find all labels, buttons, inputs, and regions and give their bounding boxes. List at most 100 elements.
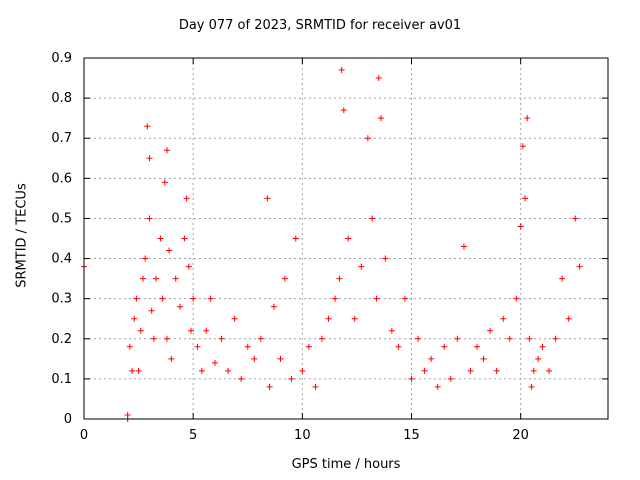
data-point	[225, 367, 232, 374]
y-tick-label: 0.2	[51, 332, 72, 347]
data-point	[415, 335, 422, 342]
data-point	[318, 335, 325, 342]
data-point	[163, 335, 170, 342]
data-point	[447, 375, 454, 382]
data-point	[382, 255, 389, 262]
data-point	[312, 383, 319, 390]
data-point	[351, 315, 358, 322]
x-tick-label: 5	[189, 428, 197, 443]
data-point	[519, 143, 526, 150]
data-point	[340, 107, 347, 114]
data-point	[135, 367, 142, 374]
data-point	[336, 275, 343, 282]
data-point	[535, 355, 542, 362]
data-point	[467, 367, 474, 374]
data-point	[528, 383, 535, 390]
data-point	[244, 343, 251, 350]
data-point	[513, 295, 520, 302]
y-tick-label: 0.4	[51, 252, 72, 267]
data-point	[375, 75, 382, 82]
data-point	[565, 315, 572, 322]
data-point	[299, 367, 306, 374]
y-axis-label: SRMTID / TECUs	[14, 183, 30, 288]
data-point	[198, 367, 205, 374]
data-point	[168, 355, 175, 362]
data-point	[183, 195, 190, 202]
x-axis-label: GPS time / hours	[291, 457, 401, 472]
data-point	[395, 343, 402, 350]
data-point	[539, 343, 546, 350]
data-point	[139, 275, 146, 282]
data-point	[144, 123, 151, 130]
x-tick-label: 15	[403, 428, 420, 443]
data-point	[474, 343, 480, 350]
data-point	[559, 275, 566, 282]
data-point	[500, 315, 507, 322]
data-point	[325, 315, 332, 322]
data-point	[177, 303, 184, 310]
data-point	[251, 355, 258, 362]
data-point	[552, 335, 559, 342]
data-point	[185, 263, 192, 270]
data-point	[142, 255, 149, 262]
data-point	[493, 367, 500, 374]
data-point	[480, 355, 487, 362]
data-point	[401, 295, 408, 302]
data-point	[487, 327, 494, 334]
data-point	[150, 335, 157, 342]
data-point	[163, 147, 170, 154]
data-point	[159, 295, 166, 302]
data-point	[277, 355, 284, 362]
data-point	[270, 303, 277, 310]
data-point	[181, 235, 188, 242]
y-tick-label: 0.8	[51, 91, 72, 106]
plot-frame	[83, 57, 609, 420]
data-point	[434, 383, 441, 390]
data-point	[288, 375, 295, 382]
data-point	[441, 343, 448, 350]
data-point	[522, 195, 529, 202]
data-point	[377, 115, 384, 122]
data-point	[131, 315, 138, 322]
data-point	[408, 375, 415, 382]
data-point	[137, 327, 144, 334]
data-point	[332, 295, 339, 302]
data-point	[292, 235, 299, 242]
data-point	[454, 335, 461, 342]
data-point	[364, 135, 371, 142]
data-point	[517, 223, 524, 230]
y-tick-label: 0.1	[51, 372, 72, 387]
data-point	[546, 367, 553, 374]
data-point	[238, 375, 245, 382]
data-point	[506, 335, 513, 342]
x-tick-label: 0	[80, 428, 88, 443]
data-point	[218, 335, 225, 342]
data-point	[345, 235, 352, 242]
data-point	[212, 359, 218, 366]
data-point	[572, 215, 579, 222]
data-point	[530, 367, 537, 374]
y-tick-label: 0.7	[51, 131, 72, 146]
data-point	[207, 295, 214, 302]
data-point	[358, 263, 365, 270]
data-point	[161, 179, 168, 186]
data-point	[576, 263, 583, 270]
data-point	[129, 367, 136, 374]
data-point	[428, 355, 435, 362]
x-tick-label: 10	[294, 428, 311, 443]
data-point	[266, 383, 273, 390]
data-point	[187, 327, 194, 334]
data-point	[172, 275, 179, 282]
data-point	[264, 195, 271, 202]
data-point	[146, 215, 153, 222]
data-point	[124, 411, 131, 418]
data-point	[388, 327, 395, 334]
data-point	[373, 295, 380, 302]
data-point	[146, 155, 153, 162]
data-point	[524, 115, 531, 122]
data-point	[190, 295, 197, 302]
data-point	[203, 327, 210, 334]
data-point	[338, 67, 345, 74]
data-point	[194, 343, 201, 350]
y-tick-label: 0.9	[51, 51, 72, 66]
